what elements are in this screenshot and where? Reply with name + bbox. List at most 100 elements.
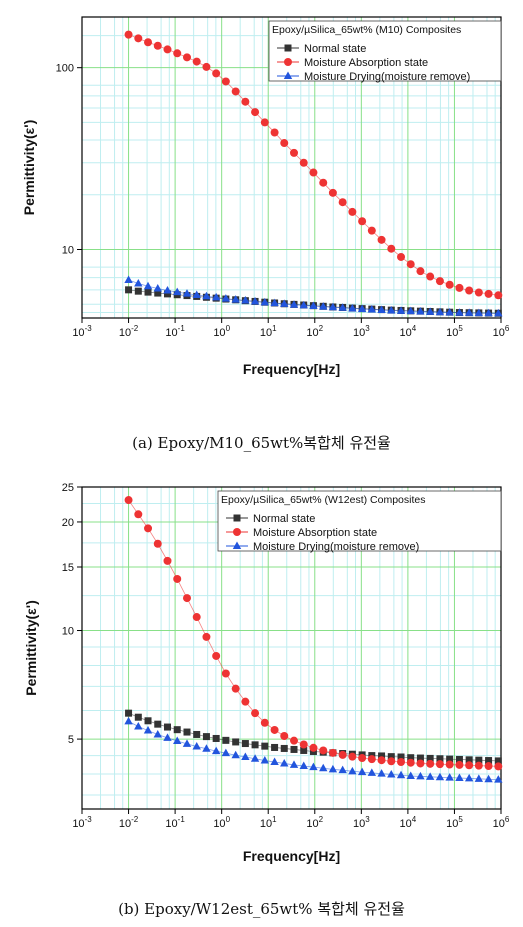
chart-b-data-point (474, 774, 484, 782)
chart-b-data-point (338, 765, 347, 774)
chart-a-data-point (387, 244, 396, 253)
chart-b-data-point (367, 768, 377, 776)
chart-b-y-axis-label: Permittivity(ε') (23, 600, 39, 696)
chart-b-data-point (407, 754, 415, 762)
chart-b-data-point (348, 766, 357, 775)
chart-a-legend-marker (284, 58, 292, 66)
chart-b-data-point (494, 757, 502, 765)
chart-a-data-point (153, 284, 162, 292)
chart-a-x-tick-label: 101 (260, 324, 277, 339)
chart-b-data-point (474, 761, 483, 770)
chart-a-data-point (445, 280, 454, 289)
chart-a-data-point (348, 303, 357, 312)
chart-b-y-tick-label: 20 (62, 517, 74, 529)
chart-b-data-point (212, 651, 221, 660)
chart-panel-b: 10-3 10-2 10-1 100 101 102 103 104 105 106 5 10 15 20… (0, 470, 523, 927)
chart-b-data-point (290, 745, 298, 753)
chart-a-y-axis-label: Permittivity(ε') (21, 120, 37, 216)
chart-b-data-point (300, 746, 308, 754)
chart-a-data-point (221, 294, 231, 302)
chart-b-data-point (163, 556, 172, 565)
chart-a-data-point (241, 97, 250, 106)
chart-a-data-point (280, 299, 289, 307)
chart-b-data-point (270, 757, 279, 765)
chart-b-data-point (202, 733, 210, 741)
chart-a-data-point (455, 308, 464, 316)
chart-a-y-tick-label: 10 (62, 245, 74, 257)
chart-a-data-point (357, 304, 367, 312)
chart-a-x-tick-label: 103 (353, 324, 370, 339)
chart-b-data-point (309, 743, 318, 752)
chart-a-data-point (250, 296, 260, 305)
chart-b-data-point (445, 773, 454, 781)
chart-a-x-tick-label: 105 (446, 324, 463, 339)
chart-b-y-tick-label: 10 (62, 626, 74, 638)
chart-a-data-point (309, 301, 318, 309)
chart-a-data-point (182, 53, 191, 62)
chart-b-data-point (367, 755, 376, 764)
chart-a-data-point (425, 307, 435, 315)
chart-a-data-point (396, 306, 406, 314)
chart-a-x-tick-label: 10-3 (72, 324, 92, 339)
chart-b-x-tick-label: 10-1 (165, 815, 185, 830)
chart-b-data-point (280, 744, 288, 752)
chart-a-data-point (163, 290, 171, 298)
chart-b-data-point (182, 739, 192, 747)
chart-b-data-point (378, 752, 386, 760)
chart-b-legend-marker (233, 528, 241, 536)
chart-a-data-point (338, 198, 347, 207)
chart-a-data-point (163, 285, 172, 294)
chart-b-data-point (387, 769, 396, 778)
chart-a-x-tick-label: 100 (213, 324, 230, 339)
chart-b-data-point (299, 740, 308, 749)
chart-a-data-point (406, 260, 415, 269)
chart-b-data-point (241, 752, 250, 760)
chart-b-data-point (124, 716, 133, 725)
chart-b-data-point (465, 756, 473, 764)
chart-a-data-point (435, 277, 444, 286)
chart-b-data-point (484, 774, 493, 783)
chart-b-data-point (192, 741, 201, 750)
chart-b-data-point (406, 771, 415, 780)
chart-b-data-point (416, 771, 425, 780)
chart-b-data-point (416, 759, 425, 768)
chart-a-data-point (231, 295, 240, 303)
chart-a-data-point (299, 158, 308, 167)
chart-b-data-point (358, 754, 367, 763)
chart-a-data-point (124, 30, 133, 39)
chart-a-data-point (416, 267, 425, 276)
chart-b-x-tick-label: 10-2 (119, 815, 139, 830)
chart-b-data-point (260, 756, 270, 764)
chart-a-svg: 10-3 10-2 10-1 100 101 102 103 104 105 106 10 100 Fr… (21, 16, 510, 377)
chart-a-data-point (202, 62, 211, 71)
chart-b-data-point (425, 772, 435, 780)
chart-b-x-tick-label: 10-3 (72, 815, 92, 830)
chart-a-data-point (270, 298, 279, 307)
chart-b-data-point (134, 713, 142, 721)
chart-b-data-point (426, 754, 434, 762)
chart-b-data-point (173, 726, 181, 734)
chart-a-series-2 (124, 275, 503, 317)
chart-b-data-point (455, 755, 463, 763)
chart-b-data-point (124, 496, 133, 505)
chart-a-data-point (173, 287, 182, 296)
chart-b-data-point (211, 746, 221, 755)
chart-b-legend-title: Epoxy/µSilica_65wt% (W12est) Composites (221, 494, 425, 506)
chart-b-data-point (153, 539, 162, 548)
chart-a-data-point (377, 305, 386, 313)
chart-a-data-point (260, 297, 270, 306)
chart-a-data-point (406, 306, 415, 315)
chart-b-data-point (377, 769, 386, 777)
chart-b-data-point (192, 613, 201, 622)
chart-b-legend-box (217, 490, 502, 552)
chart-a-data-point (494, 291, 503, 300)
chart-b-data-point (251, 709, 260, 718)
chart-b-data-point (475, 756, 483, 764)
chart-b-data-point (134, 510, 143, 519)
chart-b-data-point (193, 730, 201, 738)
chart-b-data-point (290, 736, 299, 745)
chart-b-data-point (319, 746, 328, 755)
chart-b-data-point (348, 752, 357, 761)
chart-a-data-point (134, 287, 142, 295)
chart-b-y-tick-label: 15 (62, 562, 74, 574)
